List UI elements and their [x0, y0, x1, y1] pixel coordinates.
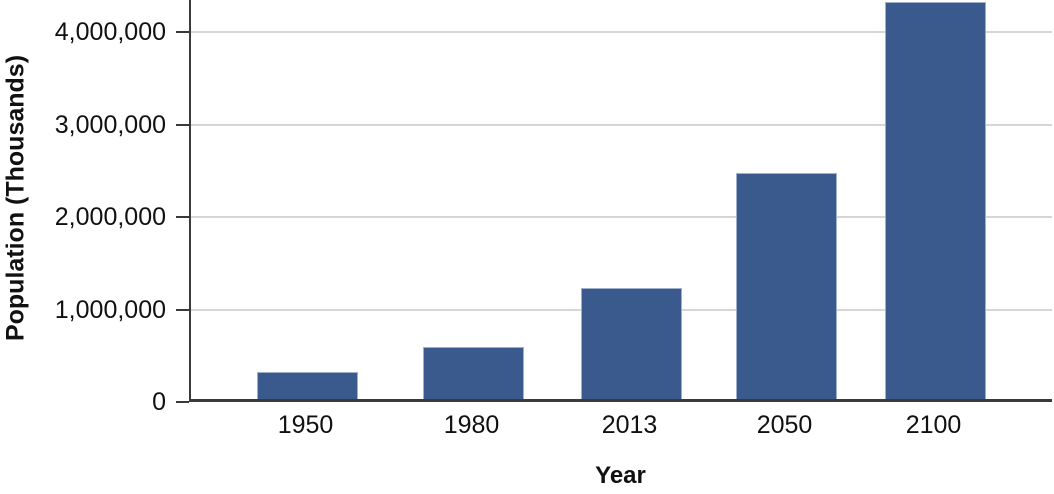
- x-axis-title: Year: [595, 462, 646, 489]
- bar-2100: [885, 1, 986, 399]
- x-tick-label: 2013: [601, 411, 658, 439]
- bar-1980: [423, 347, 524, 399]
- x-tick-label: 1950: [277, 411, 334, 439]
- y-tick-label: 1,000,000: [54, 295, 166, 324]
- y-tick-mark: [176, 31, 189, 34]
- y-tick-mark: [176, 401, 189, 403]
- x-tick-label: 2050: [756, 411, 813, 439]
- y-tick-label: 3,000,000: [54, 110, 166, 139]
- bar-1950: [257, 372, 358, 399]
- y-tick-label: 2,000,000: [54, 203, 166, 232]
- y-axis-tick-labels: 0 1,000,000 2,000,000 3,000,000 4,000,000: [0, 0, 172, 415]
- y-tick-mark: [176, 216, 189, 219]
- y-tick-label: 4,000,000: [54, 18, 166, 47]
- x-tick-label: 1980: [443, 411, 500, 439]
- bar-2013: [581, 288, 682, 399]
- y-tick-mark: [176, 123, 189, 126]
- gridline-2,000,000: [191, 216, 1052, 219]
- y-tick-label: 0: [152, 388, 166, 416]
- x-tick-label: 2100: [905, 411, 962, 439]
- gridline-4,000,000: [191, 31, 1052, 34]
- y-tick-mark: [176, 308, 189, 311]
- gridline-3,000,000: [191, 123, 1052, 126]
- bar-2050: [736, 172, 837, 399]
- plot-area: [176, 0, 1052, 403]
